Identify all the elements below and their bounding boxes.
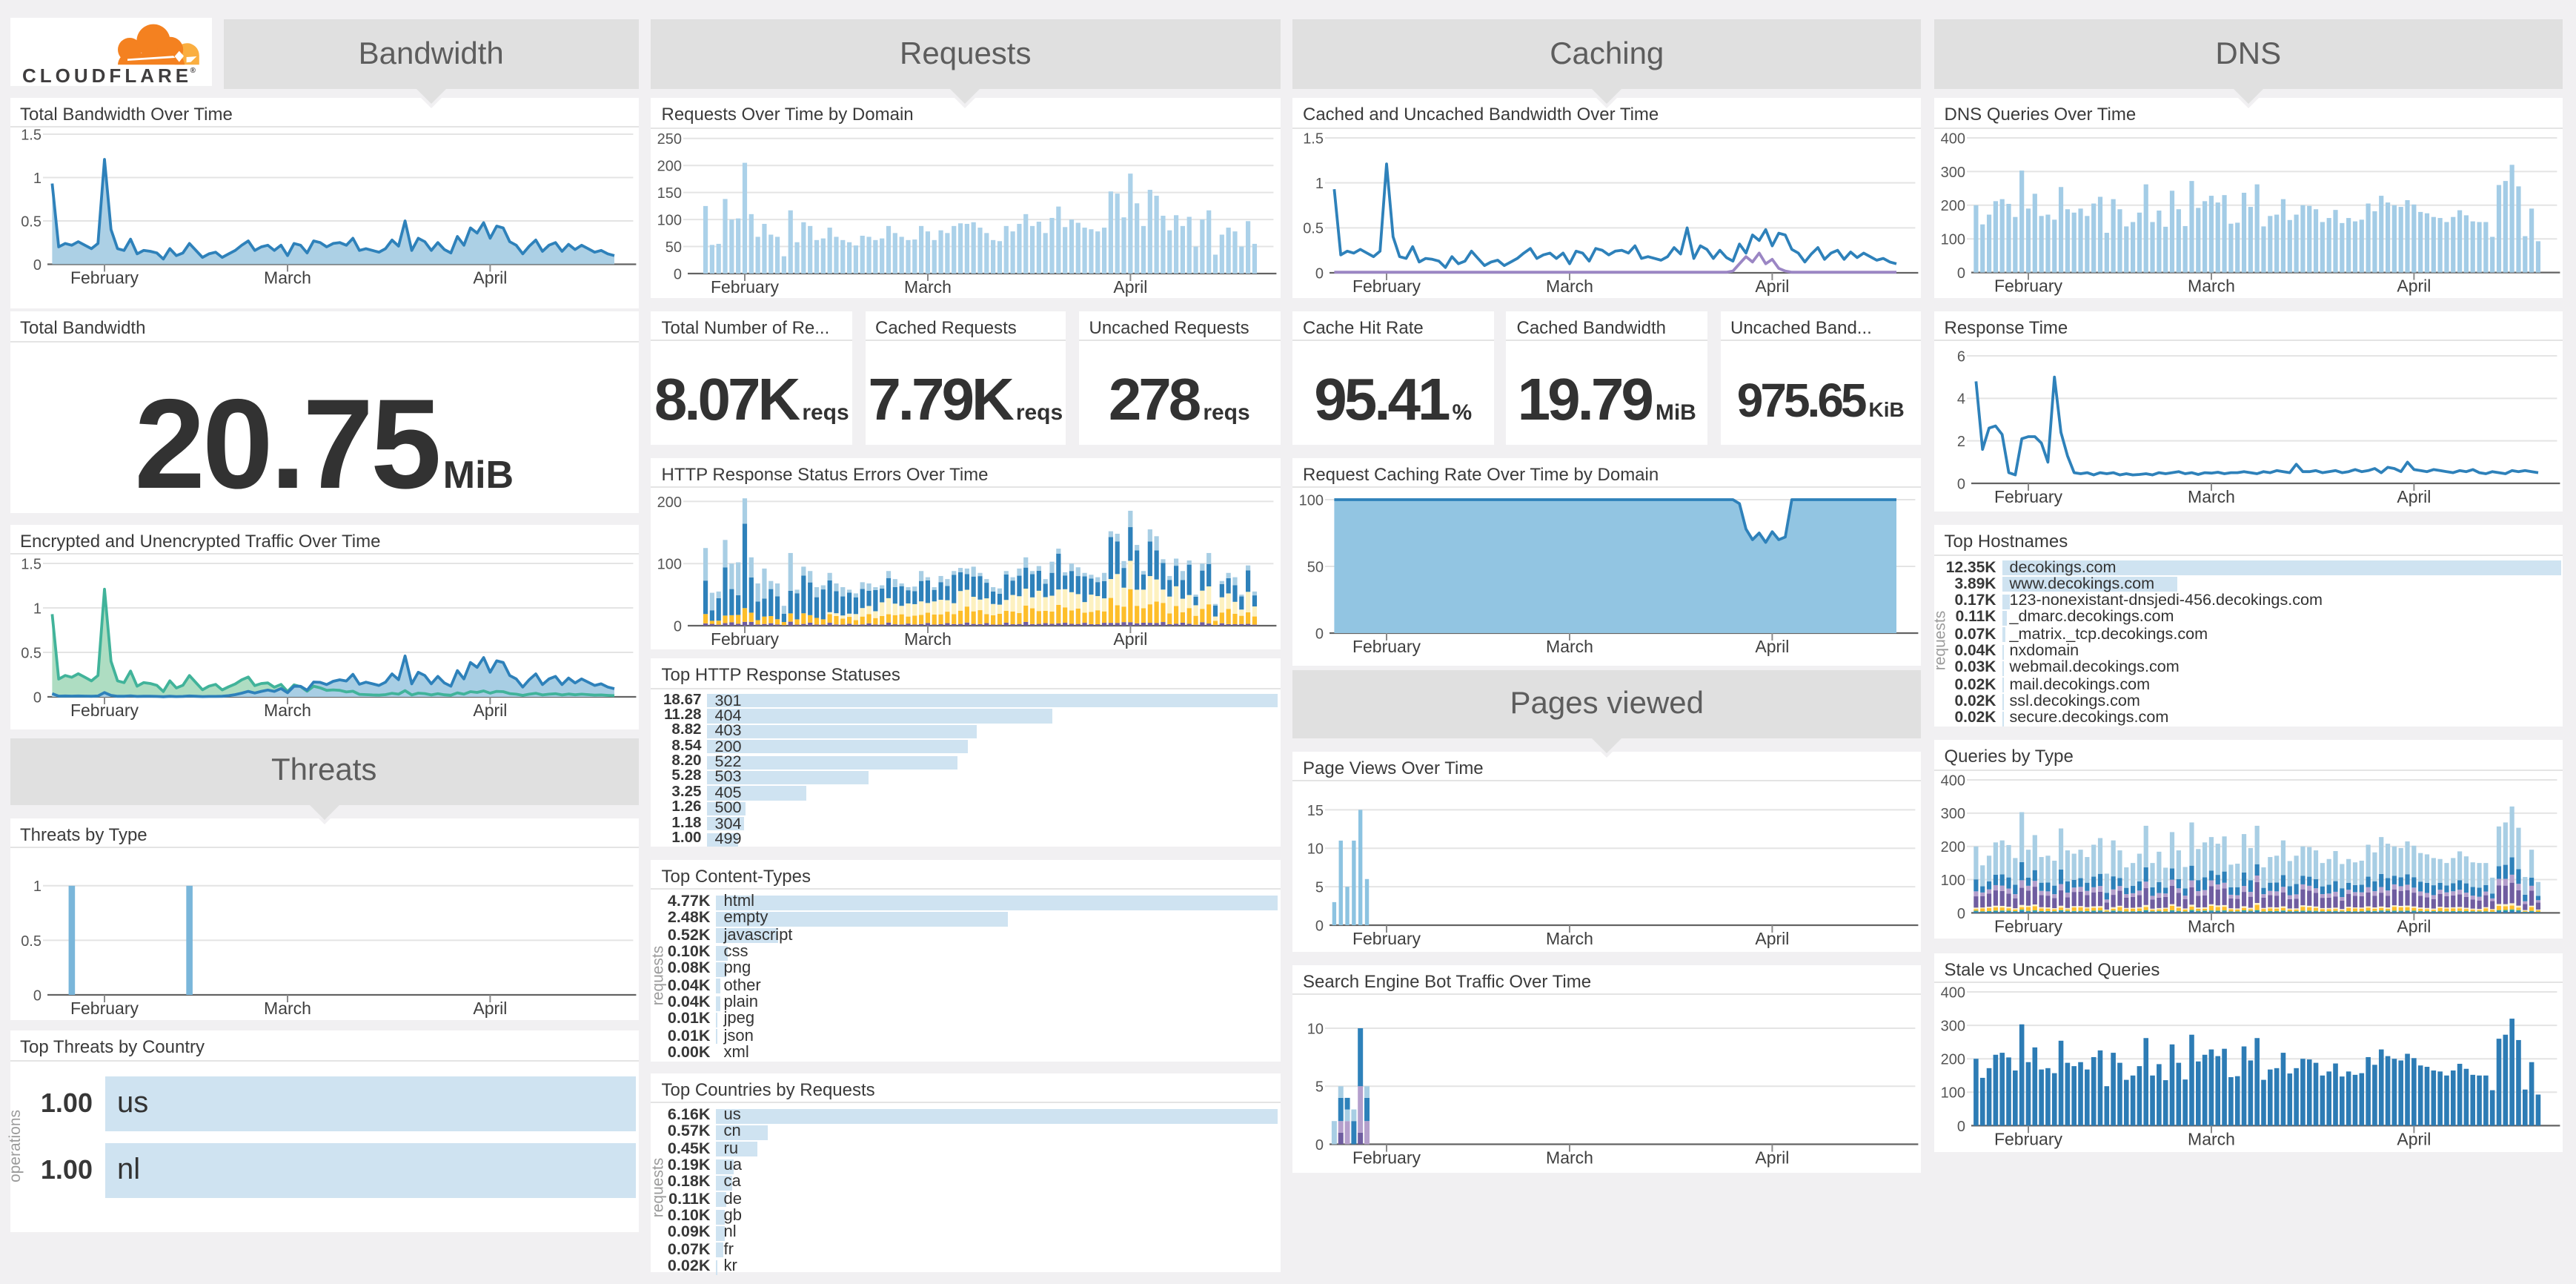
svg-text:February: February	[70, 701, 139, 720]
svg-text:5: 5	[1315, 880, 1324, 896]
svg-text:February: February	[711, 277, 780, 296]
svg-text:150: 150	[657, 185, 682, 201]
svg-text:200: 200	[1940, 197, 1965, 214]
svg-text:March: March	[2188, 916, 2235, 935]
svg-text:April: April	[1114, 277, 1148, 296]
svg-text:0: 0	[674, 618, 682, 635]
svg-text:March: March	[263, 999, 311, 1018]
svg-text:0: 0	[1315, 918, 1324, 934]
svg-text:300: 300	[1940, 1019, 1965, 1035]
svg-text:0.5: 0.5	[20, 214, 41, 231]
svg-text:0: 0	[1315, 265, 1324, 281]
svg-text:200: 200	[1940, 1052, 1965, 1068]
svg-text:April: April	[1755, 637, 1789, 656]
svg-text:February: February	[70, 999, 139, 1018]
svg-text:50: 50	[665, 239, 682, 255]
svg-text:200: 200	[657, 158, 682, 174]
svg-text:March: March	[905, 629, 952, 649]
svg-text:0: 0	[33, 257, 41, 274]
svg-text:0.5: 0.5	[20, 645, 41, 661]
svg-text:100: 100	[657, 557, 682, 573]
svg-text:400: 400	[1940, 984, 1965, 1001]
svg-text:February: February	[1994, 1129, 2062, 1148]
svg-text:100: 100	[657, 212, 682, 228]
svg-text:February: February	[70, 268, 139, 288]
svg-text:April: April	[472, 999, 506, 1018]
svg-text:1: 1	[33, 600, 41, 617]
svg-text:April: April	[1114, 629, 1148, 649]
svg-text:0.5: 0.5	[20, 933, 41, 950]
svg-text:April: April	[2397, 487, 2431, 506]
svg-text:March: March	[2188, 1129, 2235, 1148]
svg-text:April: April	[472, 268, 506, 288]
svg-text:February: February	[1352, 276, 1421, 295]
svg-text:April: April	[1755, 1148, 1789, 1168]
svg-text:2: 2	[1956, 434, 1965, 450]
svg-text:March: March	[263, 268, 311, 288]
svg-text:4: 4	[1956, 391, 1965, 408]
svg-text:March: March	[263, 701, 311, 720]
svg-text:February: February	[711, 629, 780, 649]
svg-text:0: 0	[1956, 476, 1965, 492]
svg-text:April: April	[2397, 1129, 2431, 1148]
svg-text:0: 0	[674, 265, 682, 282]
svg-text:1: 1	[33, 171, 41, 187]
svg-text:April: April	[2397, 916, 2431, 935]
svg-text:March: March	[2188, 487, 2235, 506]
svg-text:April: April	[1755, 929, 1789, 948]
svg-text:300: 300	[1940, 164, 1965, 180]
svg-text:February: February	[1994, 276, 2062, 295]
svg-text:0: 0	[1315, 626, 1324, 642]
svg-text:0: 0	[1956, 265, 1965, 281]
svg-text:March: March	[905, 277, 952, 296]
svg-text:April: April	[2397, 276, 2431, 295]
svg-text:1: 1	[1315, 175, 1324, 191]
svg-text:0.5: 0.5	[1303, 220, 1324, 236]
svg-text:February: February	[1352, 1148, 1421, 1168]
svg-text:15: 15	[1307, 803, 1324, 819]
svg-text:6: 6	[1956, 348, 1965, 365]
svg-text:100: 100	[1940, 1085, 1965, 1102]
svg-text:1.5: 1.5	[20, 128, 41, 144]
svg-text:1: 1	[33, 878, 41, 895]
svg-text:April: April	[1755, 276, 1789, 295]
svg-text:March: March	[1546, 929, 1593, 948]
svg-text:February: February	[1994, 487, 2062, 506]
svg-text:April: April	[472, 701, 506, 720]
svg-text:200: 200	[1940, 838, 1965, 855]
svg-text:0: 0	[1315, 1137, 1324, 1154]
svg-text:400: 400	[1940, 772, 1965, 788]
svg-text:50: 50	[1307, 559, 1324, 575]
svg-text:February: February	[1994, 916, 2062, 935]
svg-text:100: 100	[1940, 872, 1965, 888]
svg-text:100: 100	[1940, 231, 1965, 248]
svg-text:5: 5	[1315, 1079, 1324, 1096]
svg-text:100: 100	[1299, 492, 1324, 509]
svg-text:March: March	[1546, 1148, 1593, 1168]
svg-text:200: 200	[657, 494, 682, 511]
svg-text:1.5: 1.5	[1303, 130, 1324, 146]
svg-text:400: 400	[1940, 130, 1965, 146]
svg-text:®: ®	[190, 66, 196, 74]
svg-text:0: 0	[33, 689, 41, 706]
svg-text:10: 10	[1307, 841, 1324, 858]
svg-text:0: 0	[33, 987, 41, 1004]
svg-text:February: February	[1352, 929, 1421, 948]
svg-text:CLOUDFLARE: CLOUDFLARE	[21, 64, 191, 86]
svg-text:March: March	[2188, 276, 2235, 295]
svg-text:0: 0	[1956, 1119, 1965, 1135]
svg-text:300: 300	[1940, 805, 1965, 821]
svg-text:0: 0	[1956, 905, 1965, 921]
svg-text:March: March	[1546, 276, 1593, 295]
svg-text:March: March	[1546, 637, 1593, 656]
svg-text:10: 10	[1307, 1021, 1324, 1037]
svg-text:1.5: 1.5	[20, 556, 41, 572]
svg-text:250: 250	[657, 130, 682, 147]
svg-text:February: February	[1352, 637, 1421, 656]
